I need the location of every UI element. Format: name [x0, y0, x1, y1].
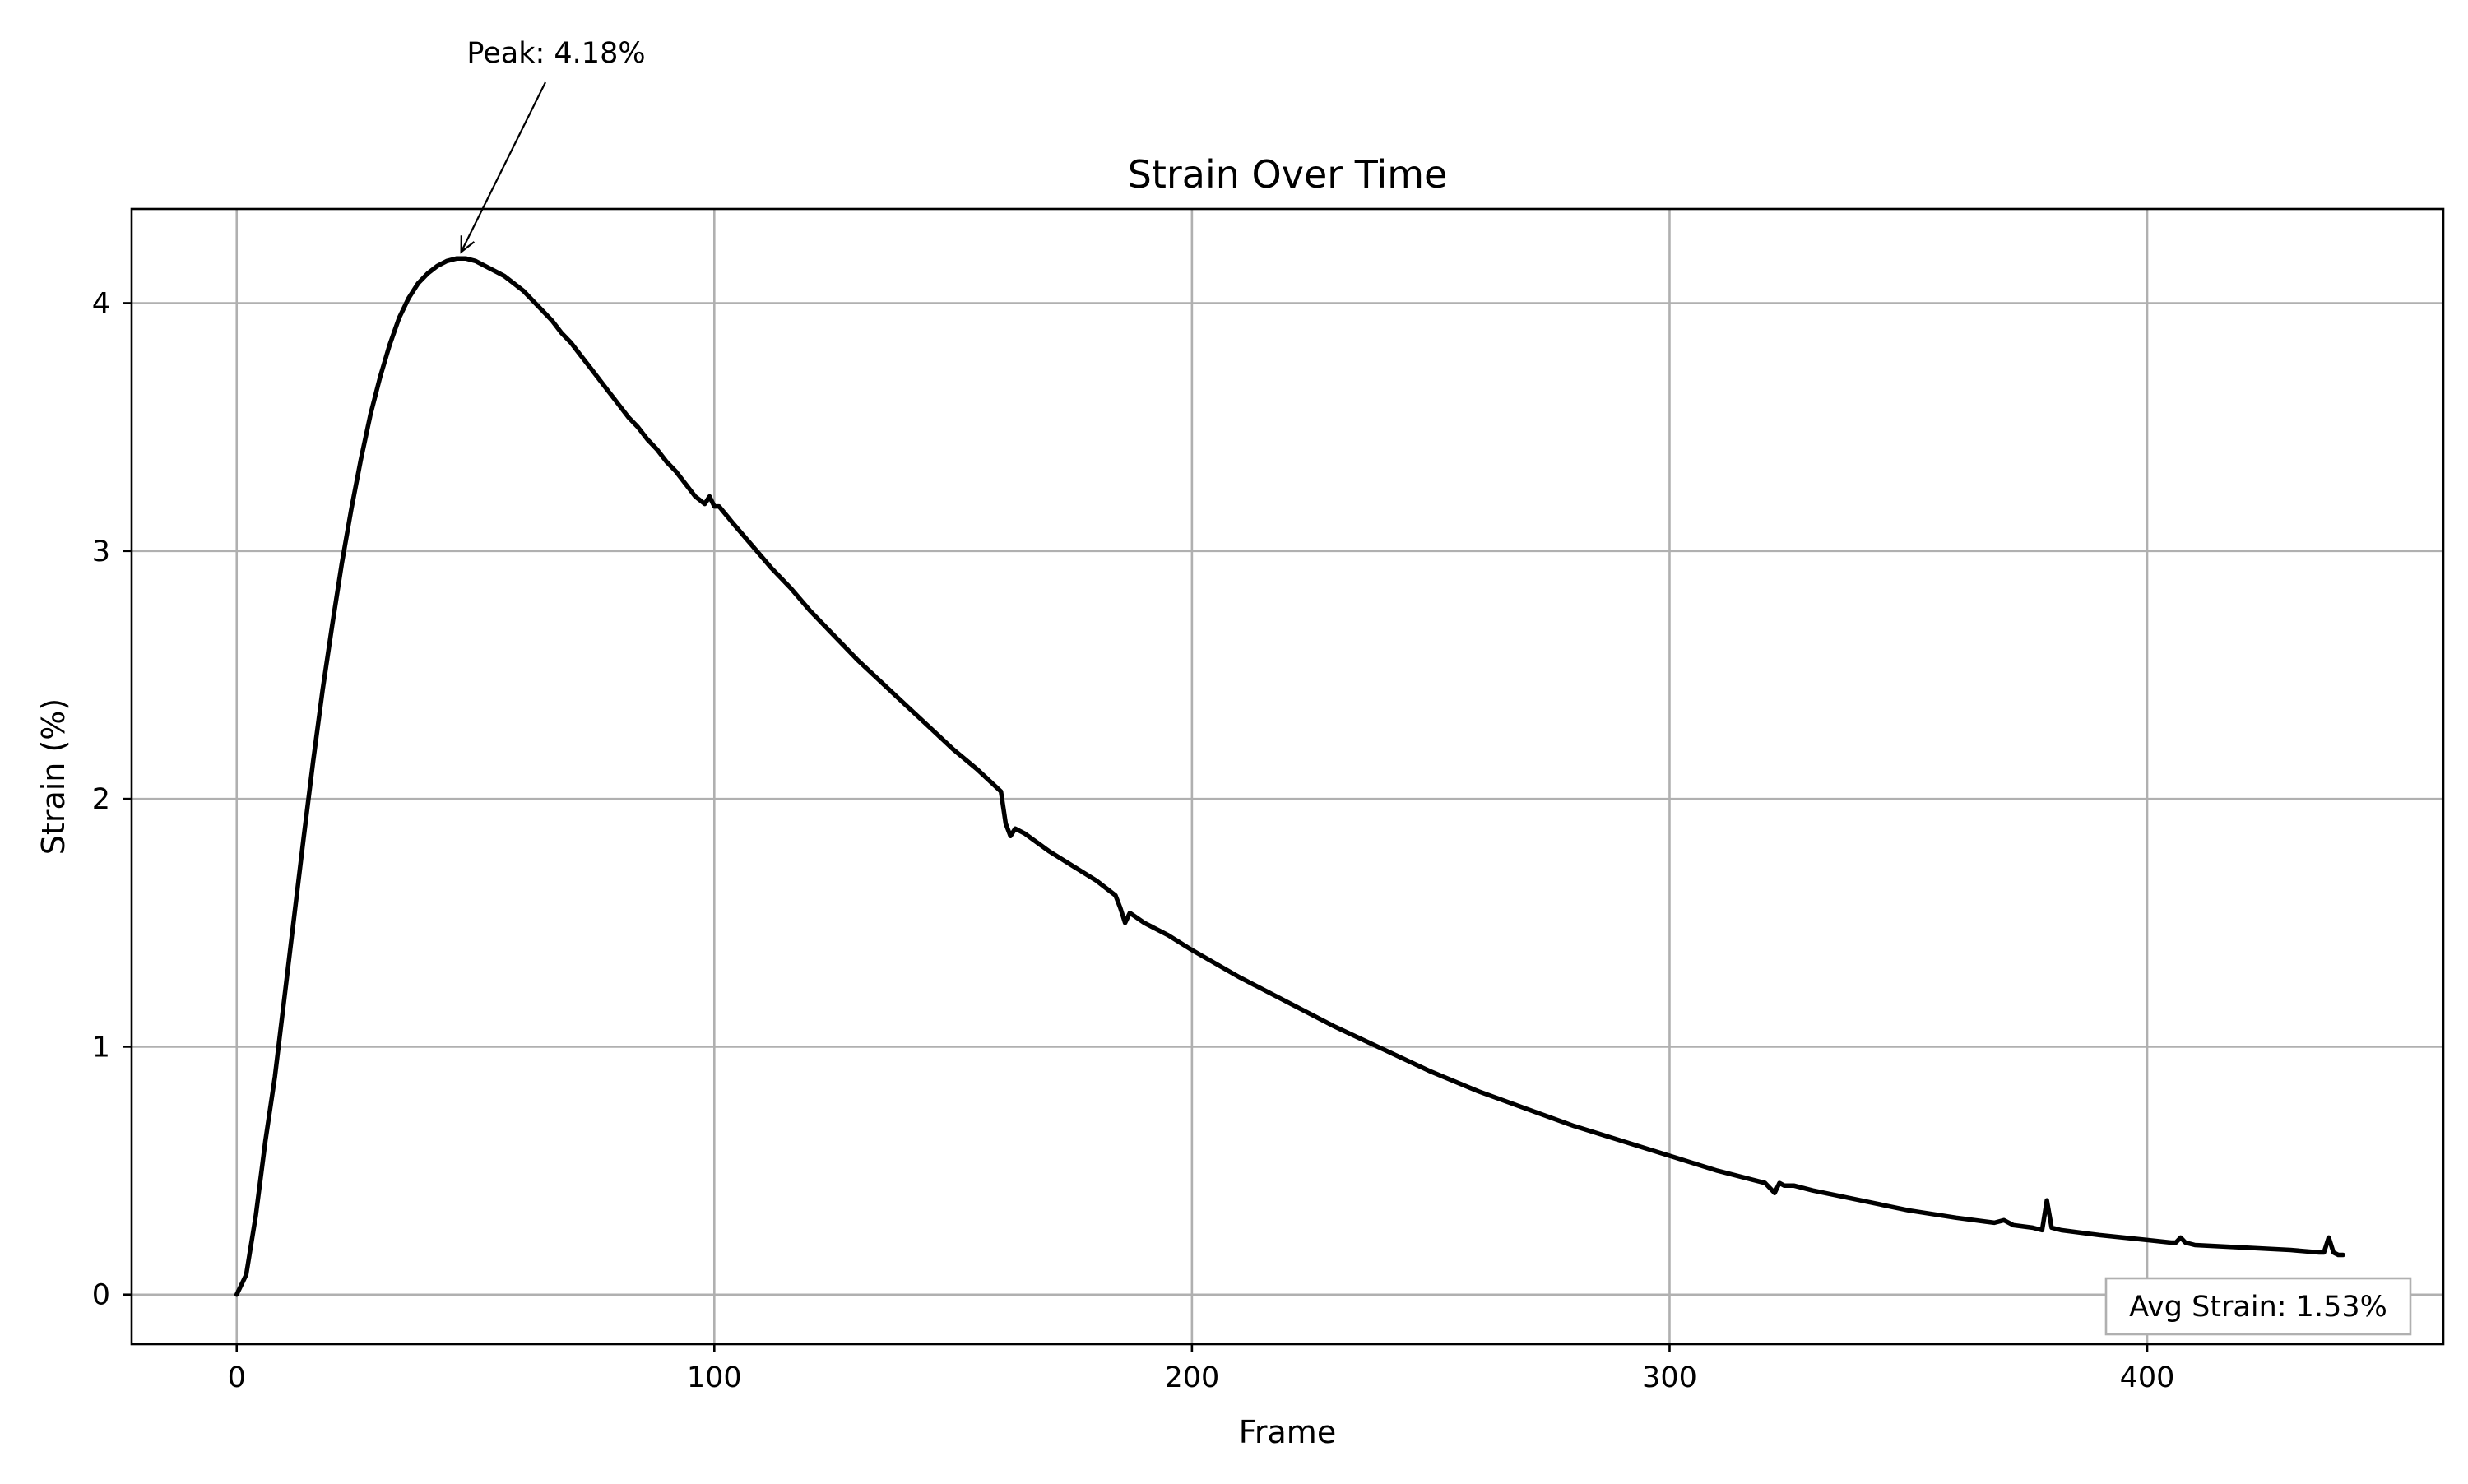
- grid-layer: [132, 209, 2443, 1344]
- y-tick-label: 4: [92, 287, 110, 320]
- y-tick-label: 3: [92, 536, 110, 568]
- avg-strain-box: [2104, 1277, 2412, 1336]
- peak-arrow: [460, 81, 546, 253]
- y-tick-label: 0: [92, 1279, 110, 1312]
- tick-layer: 0 100 200 300 400 0 1 2 3 4: [92, 287, 2175, 1394]
- x-tick-label: 0: [228, 1361, 246, 1394]
- y-tick-label: 1: [92, 1031, 110, 1064]
- line-layer: [234, 256, 2345, 1297]
- x-tick-label: 300: [1642, 1361, 1697, 1394]
- x-tick-label: 200: [1164, 1361, 1219, 1394]
- y-tick-label: 2: [92, 783, 110, 816]
- strain-series-line: [234, 256, 2345, 1297]
- annotation-layer: Peak: 4.18% Avg Strain: 1.53%: [460, 37, 2412, 1336]
- peak-annotation: Peak: 4.18%: [466, 37, 645, 70]
- chart-title: Strain Over Time: [1128, 152, 1448, 197]
- x-tick-label: 400: [2120, 1361, 2175, 1394]
- x-tick-label: 100: [687, 1361, 742, 1394]
- y-axis-label: Strain (%): [35, 698, 72, 855]
- plot-frame: [130, 207, 2445, 1346]
- x-axis-label: Frame: [1239, 1414, 1336, 1450]
- peak-arrow-head: [460, 235, 476, 254]
- avg-strain-annotation: Avg Strain: 1.53%: [2129, 1291, 2387, 1324]
